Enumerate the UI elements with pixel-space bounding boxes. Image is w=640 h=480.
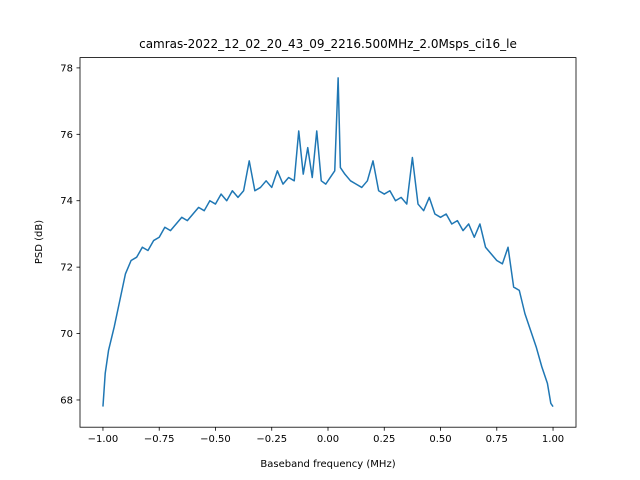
x-tick-label: −0.75 (144, 434, 175, 445)
psd-line (102, 77, 554, 408)
y-tick-label: 70 (60, 329, 73, 340)
x-tick-label: −1.00 (88, 434, 119, 445)
y-tick-label: 72 (60, 263, 73, 274)
y-tick-label: 74 (60, 196, 73, 207)
x-tick-label: −0.50 (200, 434, 231, 445)
x-tick-label: 0.25 (373, 434, 395, 445)
x-tick-label: 0.50 (429, 434, 451, 445)
x-tick-label: 1.00 (542, 434, 564, 445)
y-axis-label: PSD (dB) (34, 220, 45, 264)
x-tick-label: 0.00 (317, 434, 339, 445)
x-tick-label: 0.75 (486, 434, 508, 445)
x-axis-label: Baseband frequency (MHz) (260, 459, 395, 470)
plot-area (102, 77, 554, 408)
chart-title: camras-2022_12_02_20_43_09_2216.500MHz_2… (139, 37, 517, 51)
x-tick-label: −0.25 (256, 434, 287, 445)
y-tick-label: 78 (60, 63, 73, 74)
y-tick-label: 76 (60, 130, 73, 141)
y-tick-label: 68 (60, 395, 73, 406)
